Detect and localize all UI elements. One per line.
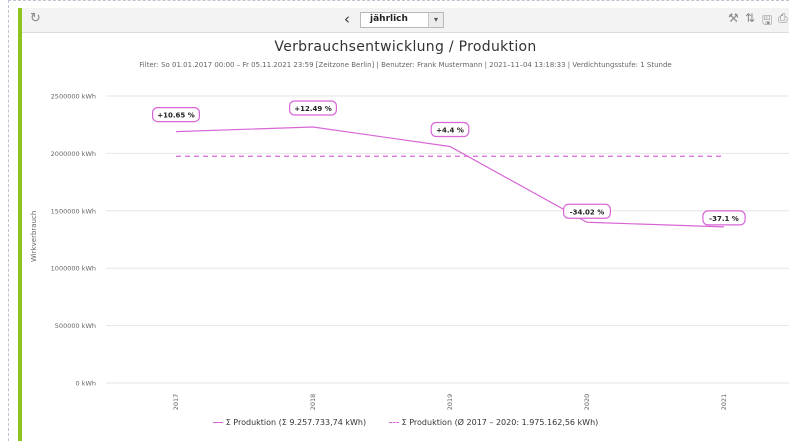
data-label-box xyxy=(152,106,201,123)
data-label: +10.65 % xyxy=(157,112,194,120)
y-tick-label: 1500000 kWh xyxy=(51,207,96,215)
chevron-left-icon[interactable]: ‹ xyxy=(344,10,350,28)
sort-icon[interactable]: ⇅ xyxy=(745,11,756,25)
chart-toolbar: ↻ ‹ jährlich ▾ ⚒ ⇅ 🖫 ⎙ xyxy=(22,8,789,33)
legend-label-dashed: Σ Produktion (Ø 2017 – 2020: 1.975.162,5… xyxy=(401,418,599,427)
accent-bar xyxy=(18,8,22,441)
x-tick-label: 2019 xyxy=(446,394,454,411)
data-label: -37.1 % xyxy=(709,215,739,223)
y-tick-label: 1000000 kWh xyxy=(51,265,96,273)
series-production-line xyxy=(175,126,725,228)
widget-frame xyxy=(8,0,789,441)
data-label-box xyxy=(289,100,338,116)
legend-item-dashed[interactable]: Σ Produktion (Ø 2017 – 2020: 1.975.162,5… xyxy=(388,418,599,427)
data-label: -34.02 % xyxy=(570,208,605,216)
legend-label-solid: Σ Produktion (Σ 9.257.733,74 kWh) xyxy=(225,418,367,427)
chart-title: Verbrauchsentwicklung / Produktion xyxy=(274,39,537,55)
legend-item-solid[interactable]: Σ Produktion (Σ 9.257.733,74 kWh) xyxy=(212,418,367,427)
chart-legend: Σ Produktion (Σ 9.257.733,74 kWh) Σ Prod… xyxy=(22,418,789,427)
period-select-value: jährlich xyxy=(370,14,408,24)
x-tick-label: 2020 xyxy=(583,394,591,411)
data-label: +4.4 % xyxy=(436,127,464,135)
period-select[interactable]: jährlich ▾ xyxy=(360,12,444,28)
x-tick-label: 2017 xyxy=(172,394,180,411)
data-label: +12.49 % xyxy=(294,105,331,113)
chart-subtitle: Filter: So 01.01.2017 00:00 – Fr 05.11.2… xyxy=(139,61,672,69)
data-label-box xyxy=(430,121,470,138)
x-tick-label: 2018 xyxy=(309,394,317,411)
chevron-down-icon[interactable]: ▾ xyxy=(428,13,443,27)
save-icon[interactable]: 🖫 xyxy=(762,13,773,27)
data-label-box xyxy=(702,210,746,226)
data-label-box xyxy=(562,203,611,219)
y-tick-label: 2500000 kWh xyxy=(51,93,96,101)
legend-swatch-solid xyxy=(212,422,223,423)
legend-swatch-dashed xyxy=(388,422,399,423)
refresh-icon[interactable]: ↻ xyxy=(30,11,41,26)
wrench-icon[interactable]: ⚒ xyxy=(728,11,739,25)
x-tick-label: 2021 xyxy=(720,394,728,411)
print-icon[interactable]: ⎙ xyxy=(778,11,788,25)
y-tick-label: 0 kWh xyxy=(75,380,96,388)
y-tick-label: 500000 kWh xyxy=(55,322,96,330)
y-tick-label: 2000000 kWh xyxy=(51,150,96,158)
